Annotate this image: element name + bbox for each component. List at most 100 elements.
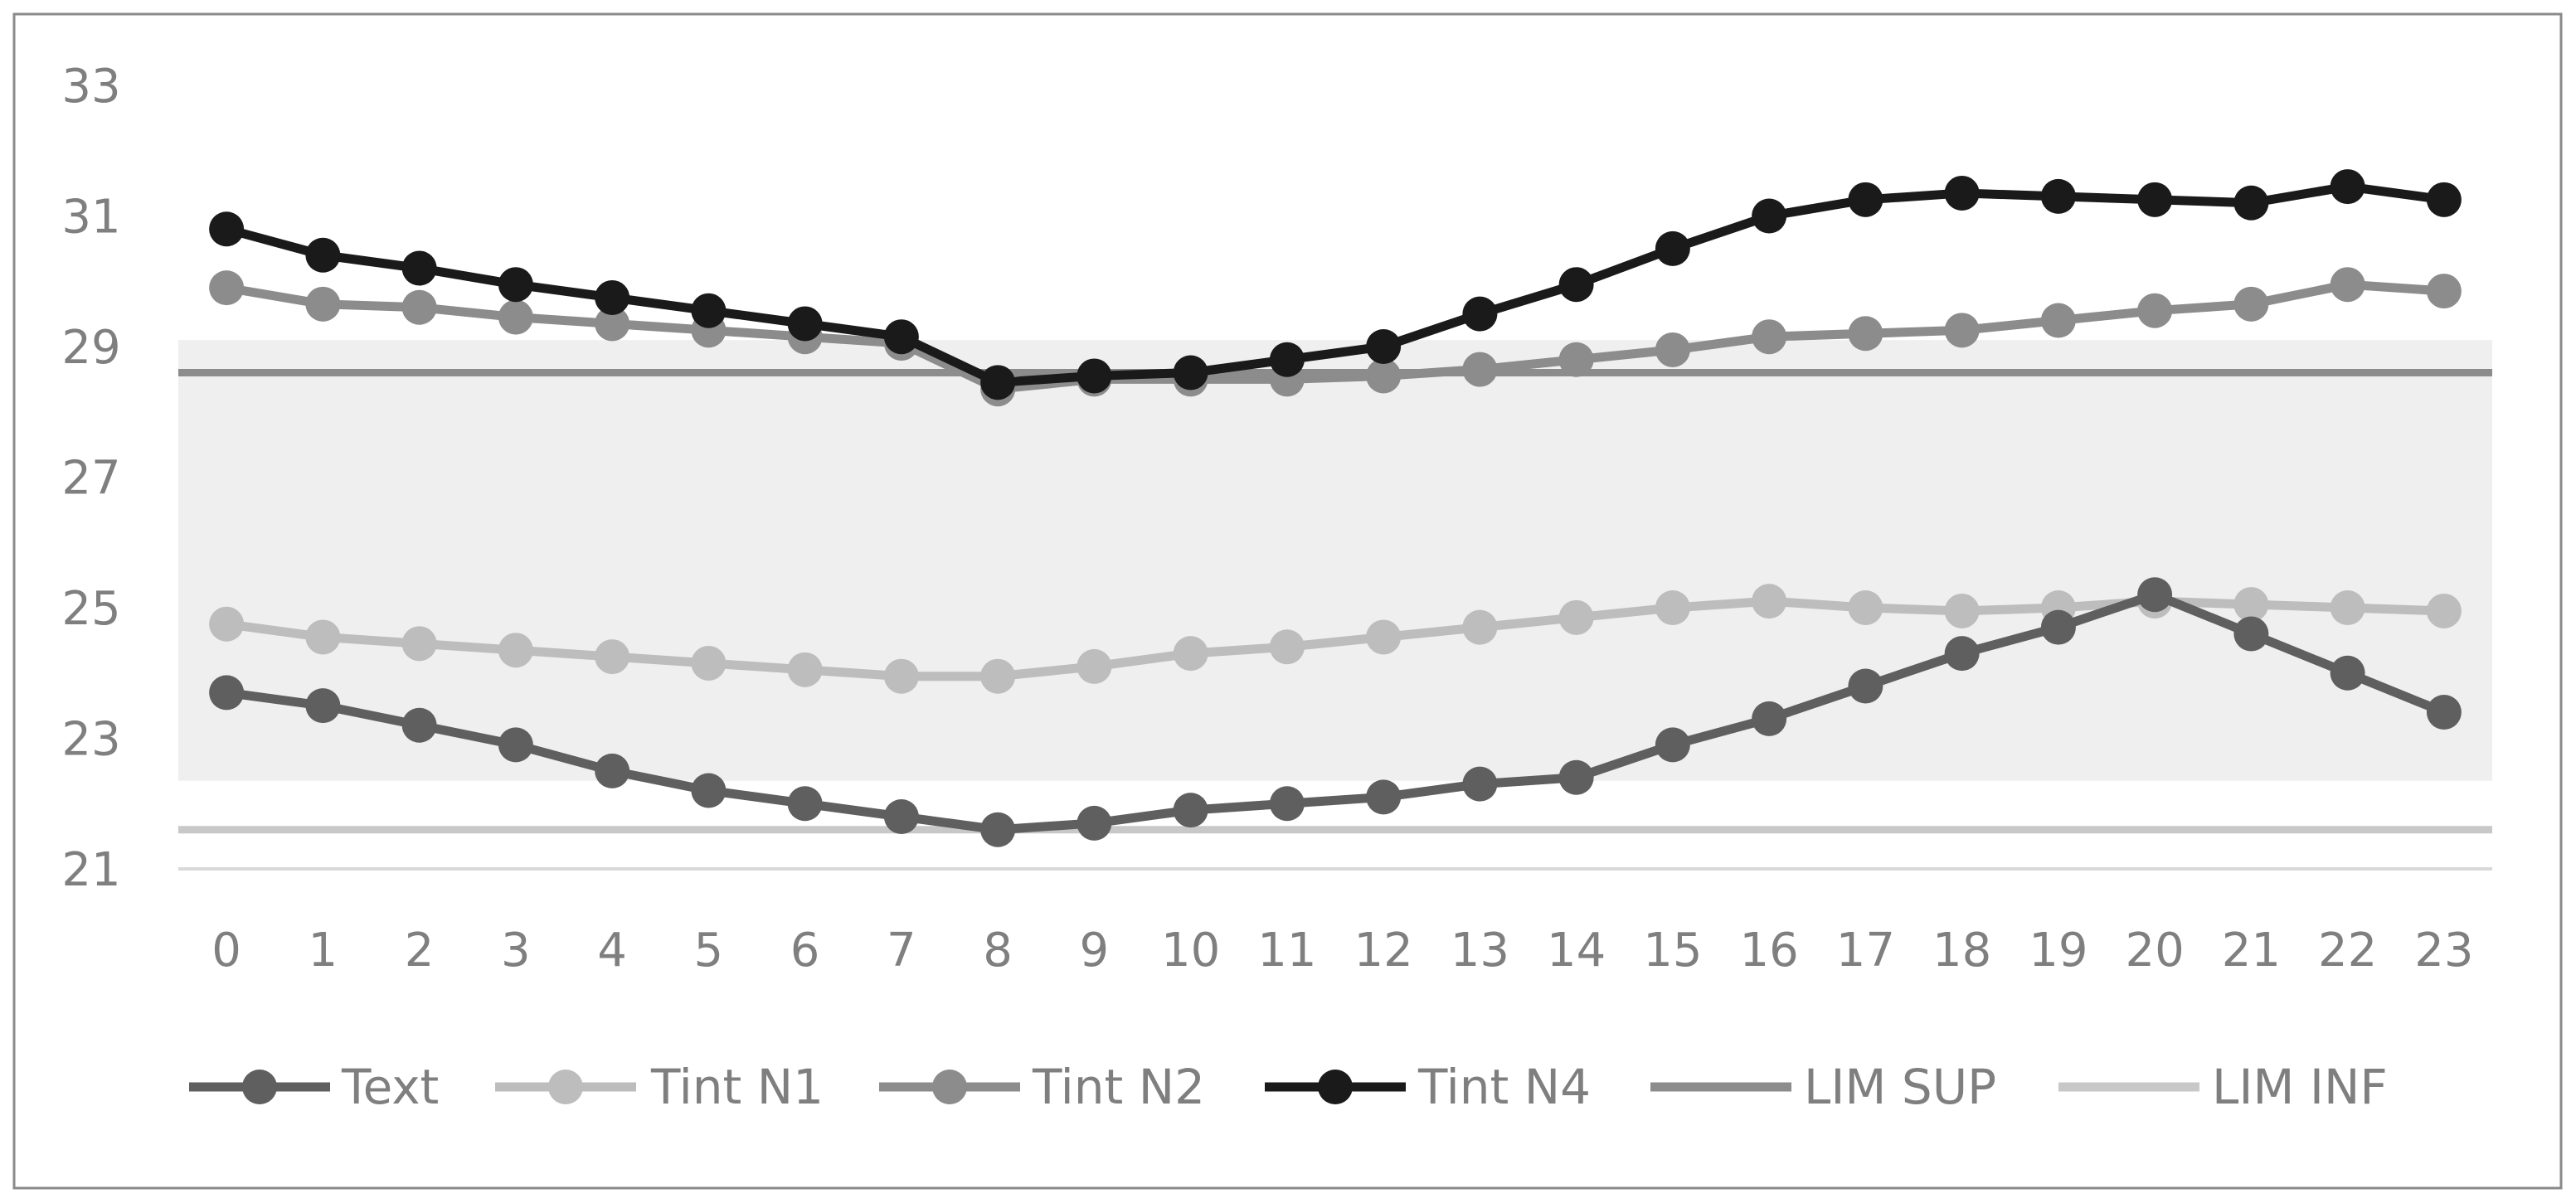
data-point-tint-n1 — [498, 633, 533, 668]
series-tint-n4 — [209, 169, 2462, 400]
data-point-tint-n4 — [787, 306, 823, 342]
data-point-tint-n4 — [1848, 182, 1883, 217]
x-tick-label: 8 — [983, 924, 1013, 977]
data-point-text — [980, 812, 1016, 847]
data-point-tint-n4 — [595, 279, 630, 315]
data-point-tint-n4 — [401, 250, 437, 286]
data-point-tint-n1 — [787, 652, 823, 687]
data-point-tint-n2 — [498, 299, 533, 335]
legend-item-tint-n4: Tint N4 — [1265, 1059, 1591, 1115]
legend-item-tint-n2: Tint N2 — [879, 1059, 1205, 1115]
data-point-tint-n4 — [1173, 355, 1208, 390]
data-point-tint-n4 — [1558, 267, 1594, 303]
legend-item-lim-inf: LIM INF — [2058, 1059, 2388, 1115]
y-tick-label: 27 — [61, 452, 120, 506]
data-point-tint-n4 — [1752, 198, 1787, 234]
x-tick-label: 0 — [211, 924, 241, 977]
legend-label: Tint N1 — [650, 1059, 824, 1115]
data-point-text — [2233, 616, 2269, 652]
data-point-tint-n2 — [305, 286, 341, 322]
y-tick-label: 29 — [61, 321, 120, 375]
data-point-text — [1269, 786, 1305, 822]
data-point-tint-n2 — [1752, 319, 1787, 355]
data-point-tint-n1 — [595, 639, 630, 675]
data-point-tint-n4 — [498, 267, 533, 303]
legend-swatch-marker — [932, 1070, 967, 1104]
x-tick-label: 1 — [309, 924, 338, 977]
data-point-tint-n1 — [1848, 590, 1883, 625]
comfort-band-layer — [178, 340, 2492, 781]
data-point-text — [1944, 636, 1980, 672]
legend-item-text: Text — [189, 1059, 439, 1115]
data-point-tint-n2 — [1655, 332, 1690, 367]
limit-lines — [178, 369, 2492, 834]
data-point-text — [1462, 766, 1498, 802]
data-point-tint-n1 — [1173, 636, 1208, 672]
data-point-text — [1655, 727, 1690, 763]
x-tick-label: 16 — [1739, 924, 1798, 977]
data-point-text — [2330, 655, 2365, 691]
x-tick-label: 20 — [2125, 924, 2184, 977]
legend-label: Text — [341, 1059, 439, 1115]
data-point-tint-n4 — [883, 319, 919, 355]
data-point-tint-n1 — [1752, 584, 1787, 619]
x-tick-label: 12 — [1354, 924, 1412, 977]
data-point-tint-n2 — [1366, 358, 1402, 394]
data-point-tint-n4 — [1655, 230, 1690, 266]
data-point-tint-n4 — [1944, 175, 1980, 211]
series-text — [209, 577, 2462, 847]
data-point-text — [2040, 609, 2076, 645]
data-point-tint-n1 — [1558, 599, 1594, 635]
x-tick-label: 14 — [1547, 924, 1606, 977]
data-point-tint-n1 — [1655, 590, 1690, 625]
data-point-text — [2137, 577, 2173, 613]
data-point-tint-n1 — [401, 626, 437, 662]
data-point-tint-n1 — [1269, 629, 1305, 665]
data-point-text — [1173, 793, 1208, 828]
x-tick-label: 6 — [790, 924, 820, 977]
data-point-tint-n2 — [401, 289, 437, 325]
legend-swatch-marker — [548, 1070, 583, 1104]
legend-item-tint-n1: Tint N1 — [495, 1059, 824, 1115]
data-point-text — [595, 753, 630, 788]
data-point-tint-n1 — [1077, 648, 1112, 684]
data-point-tint-n4 — [1077, 358, 1112, 394]
series-layer — [209, 169, 2462, 847]
x-tick-label: 3 — [501, 924, 531, 977]
data-point-tint-n2 — [2233, 286, 2269, 322]
x-tick-label: 11 — [1257, 924, 1316, 977]
data-point-tint-n4 — [2137, 182, 2173, 217]
data-point-tint-n4 — [2330, 169, 2365, 205]
data-point-tint-n1 — [2233, 587, 2269, 623]
legend-item-lim-sup: LIM SUP — [1650, 1059, 1996, 1115]
y-tick-label: 25 — [61, 582, 120, 636]
x-tick-label: 17 — [1836, 924, 1895, 977]
y-tick-label: 23 — [61, 713, 120, 767]
data-point-tint-n4 — [1269, 342, 1305, 377]
x-tick-label: 19 — [2029, 924, 2088, 977]
x-tick-label: 21 — [2222, 924, 2281, 977]
data-point-tint-n1 — [2330, 590, 2365, 625]
data-point-tint-n2 — [2330, 267, 2365, 303]
x-tick-label: 10 — [1161, 924, 1220, 977]
data-point-tint-n1 — [1366, 619, 1402, 655]
data-point-tint-n4 — [2040, 178, 2076, 214]
y-tick-label: 31 — [61, 191, 120, 245]
data-point-tint-n2 — [1848, 316, 1883, 352]
y-tick-label: 21 — [61, 843, 120, 897]
data-point-text — [1848, 668, 1883, 704]
data-point-tint-n4 — [1462, 296, 1498, 332]
data-point-text — [305, 688, 341, 724]
data-point-text — [401, 707, 437, 743]
data-point-tint-n4 — [209, 211, 245, 247]
data-point-text — [209, 675, 245, 711]
x-tick-label: 5 — [694, 924, 724, 977]
data-point-text — [1752, 701, 1787, 736]
data-point-tint-n4 — [2426, 182, 2462, 217]
data-point-text — [1558, 759, 1594, 795]
data-point-text — [787, 786, 823, 822]
data-point-text — [1077, 805, 1112, 841]
